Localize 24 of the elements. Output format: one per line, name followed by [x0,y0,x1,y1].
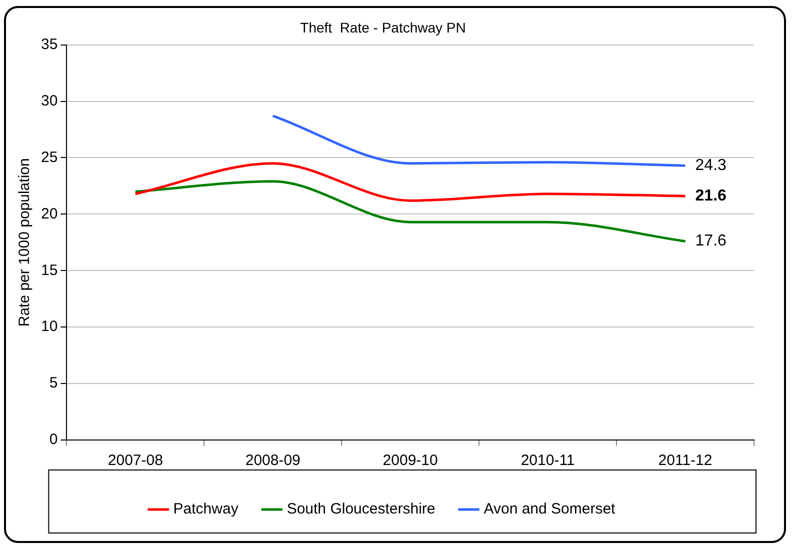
x-tick-label: 2008-09 [245,452,300,470]
y-tick-label: 10 [40,318,58,336]
y-tick-label: 5 [49,374,58,392]
legend-label: South Gloucestershire [286,500,436,518]
legend-label: Patchway [173,500,239,518]
line-series [272,114,687,167]
y-axis-title: Rate per 1000 population [16,158,34,327]
data-label: 17.6 [695,232,727,250]
x-tick-label: 2009-10 [382,452,438,470]
y-tick-label: 0 [49,431,58,448]
data-label: 24.3 [695,157,727,174]
x-tick-label: 2011-12 [658,452,712,470]
x-tick-label: 2010-11 [520,452,575,470]
y-tick-label: 15 [40,262,58,279]
line-series [134,180,687,243]
data-label: 21.6 [695,188,727,205]
line-series [134,162,687,202]
x-tick-label: 2007-08 [108,452,163,470]
y-tick-label: 25 [40,148,58,166]
y-tick-label: 30 [40,92,58,110]
legend-label: Avon and Somerset [484,500,616,518]
y-tick-label: 20 [40,205,58,222]
y-tick-label: 35 [40,36,58,53]
chart-title: Theft Rate - Patchway PN [300,19,466,36]
